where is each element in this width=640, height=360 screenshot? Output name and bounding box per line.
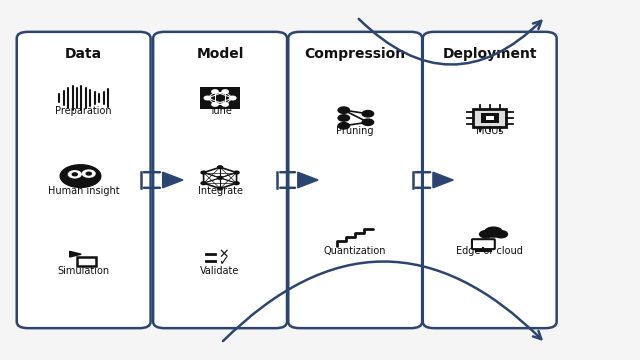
FancyBboxPatch shape xyxy=(423,32,557,328)
Text: Deployment: Deployment xyxy=(442,47,537,61)
Text: ✕: ✕ xyxy=(218,248,228,261)
Circle shape xyxy=(479,231,492,238)
Circle shape xyxy=(83,170,95,177)
Circle shape xyxy=(212,103,218,106)
Circle shape xyxy=(218,166,223,168)
Circle shape xyxy=(222,90,228,93)
Circle shape xyxy=(338,107,349,113)
FancyBboxPatch shape xyxy=(481,113,499,123)
Circle shape xyxy=(218,176,223,179)
Text: Model: Model xyxy=(196,47,244,61)
FancyBboxPatch shape xyxy=(153,32,287,328)
Text: Quantization: Quantization xyxy=(324,246,387,256)
FancyBboxPatch shape xyxy=(473,109,506,127)
Polygon shape xyxy=(433,172,453,188)
Circle shape xyxy=(201,171,206,174)
Text: Tune: Tune xyxy=(209,107,232,117)
FancyBboxPatch shape xyxy=(17,32,150,328)
Circle shape xyxy=(234,182,239,185)
Circle shape xyxy=(230,96,236,100)
Text: Human insight: Human insight xyxy=(48,186,120,196)
FancyBboxPatch shape xyxy=(288,32,422,328)
Circle shape xyxy=(86,172,92,175)
Text: Validate: Validate xyxy=(200,266,240,276)
Circle shape xyxy=(234,171,239,174)
Circle shape xyxy=(484,227,502,237)
Text: Preparation: Preparation xyxy=(55,107,112,117)
Circle shape xyxy=(218,187,223,190)
Text: Data: Data xyxy=(65,47,102,61)
Polygon shape xyxy=(163,172,183,188)
Circle shape xyxy=(212,90,218,93)
Circle shape xyxy=(338,115,349,121)
Text: Simulation: Simulation xyxy=(58,266,109,276)
FancyBboxPatch shape xyxy=(486,116,493,120)
Circle shape xyxy=(362,119,374,125)
Circle shape xyxy=(201,182,206,185)
Circle shape xyxy=(68,171,81,178)
Circle shape xyxy=(362,111,374,117)
Polygon shape xyxy=(298,172,318,188)
Circle shape xyxy=(72,173,77,176)
Polygon shape xyxy=(70,251,81,257)
Text: Integrate: Integrate xyxy=(198,186,243,196)
FancyBboxPatch shape xyxy=(472,239,495,249)
Circle shape xyxy=(60,165,100,188)
Text: Pruning: Pruning xyxy=(337,126,374,136)
Text: Edge or cloud: Edge or cloud xyxy=(456,246,523,256)
Text: ✓: ✓ xyxy=(218,255,228,268)
Circle shape xyxy=(222,103,228,106)
Circle shape xyxy=(495,231,508,238)
Text: MCUs: MCUs xyxy=(476,126,504,136)
Circle shape xyxy=(338,123,349,129)
FancyBboxPatch shape xyxy=(77,257,97,266)
Text: Compression: Compression xyxy=(305,47,406,61)
Circle shape xyxy=(204,96,211,100)
FancyBboxPatch shape xyxy=(200,87,241,109)
